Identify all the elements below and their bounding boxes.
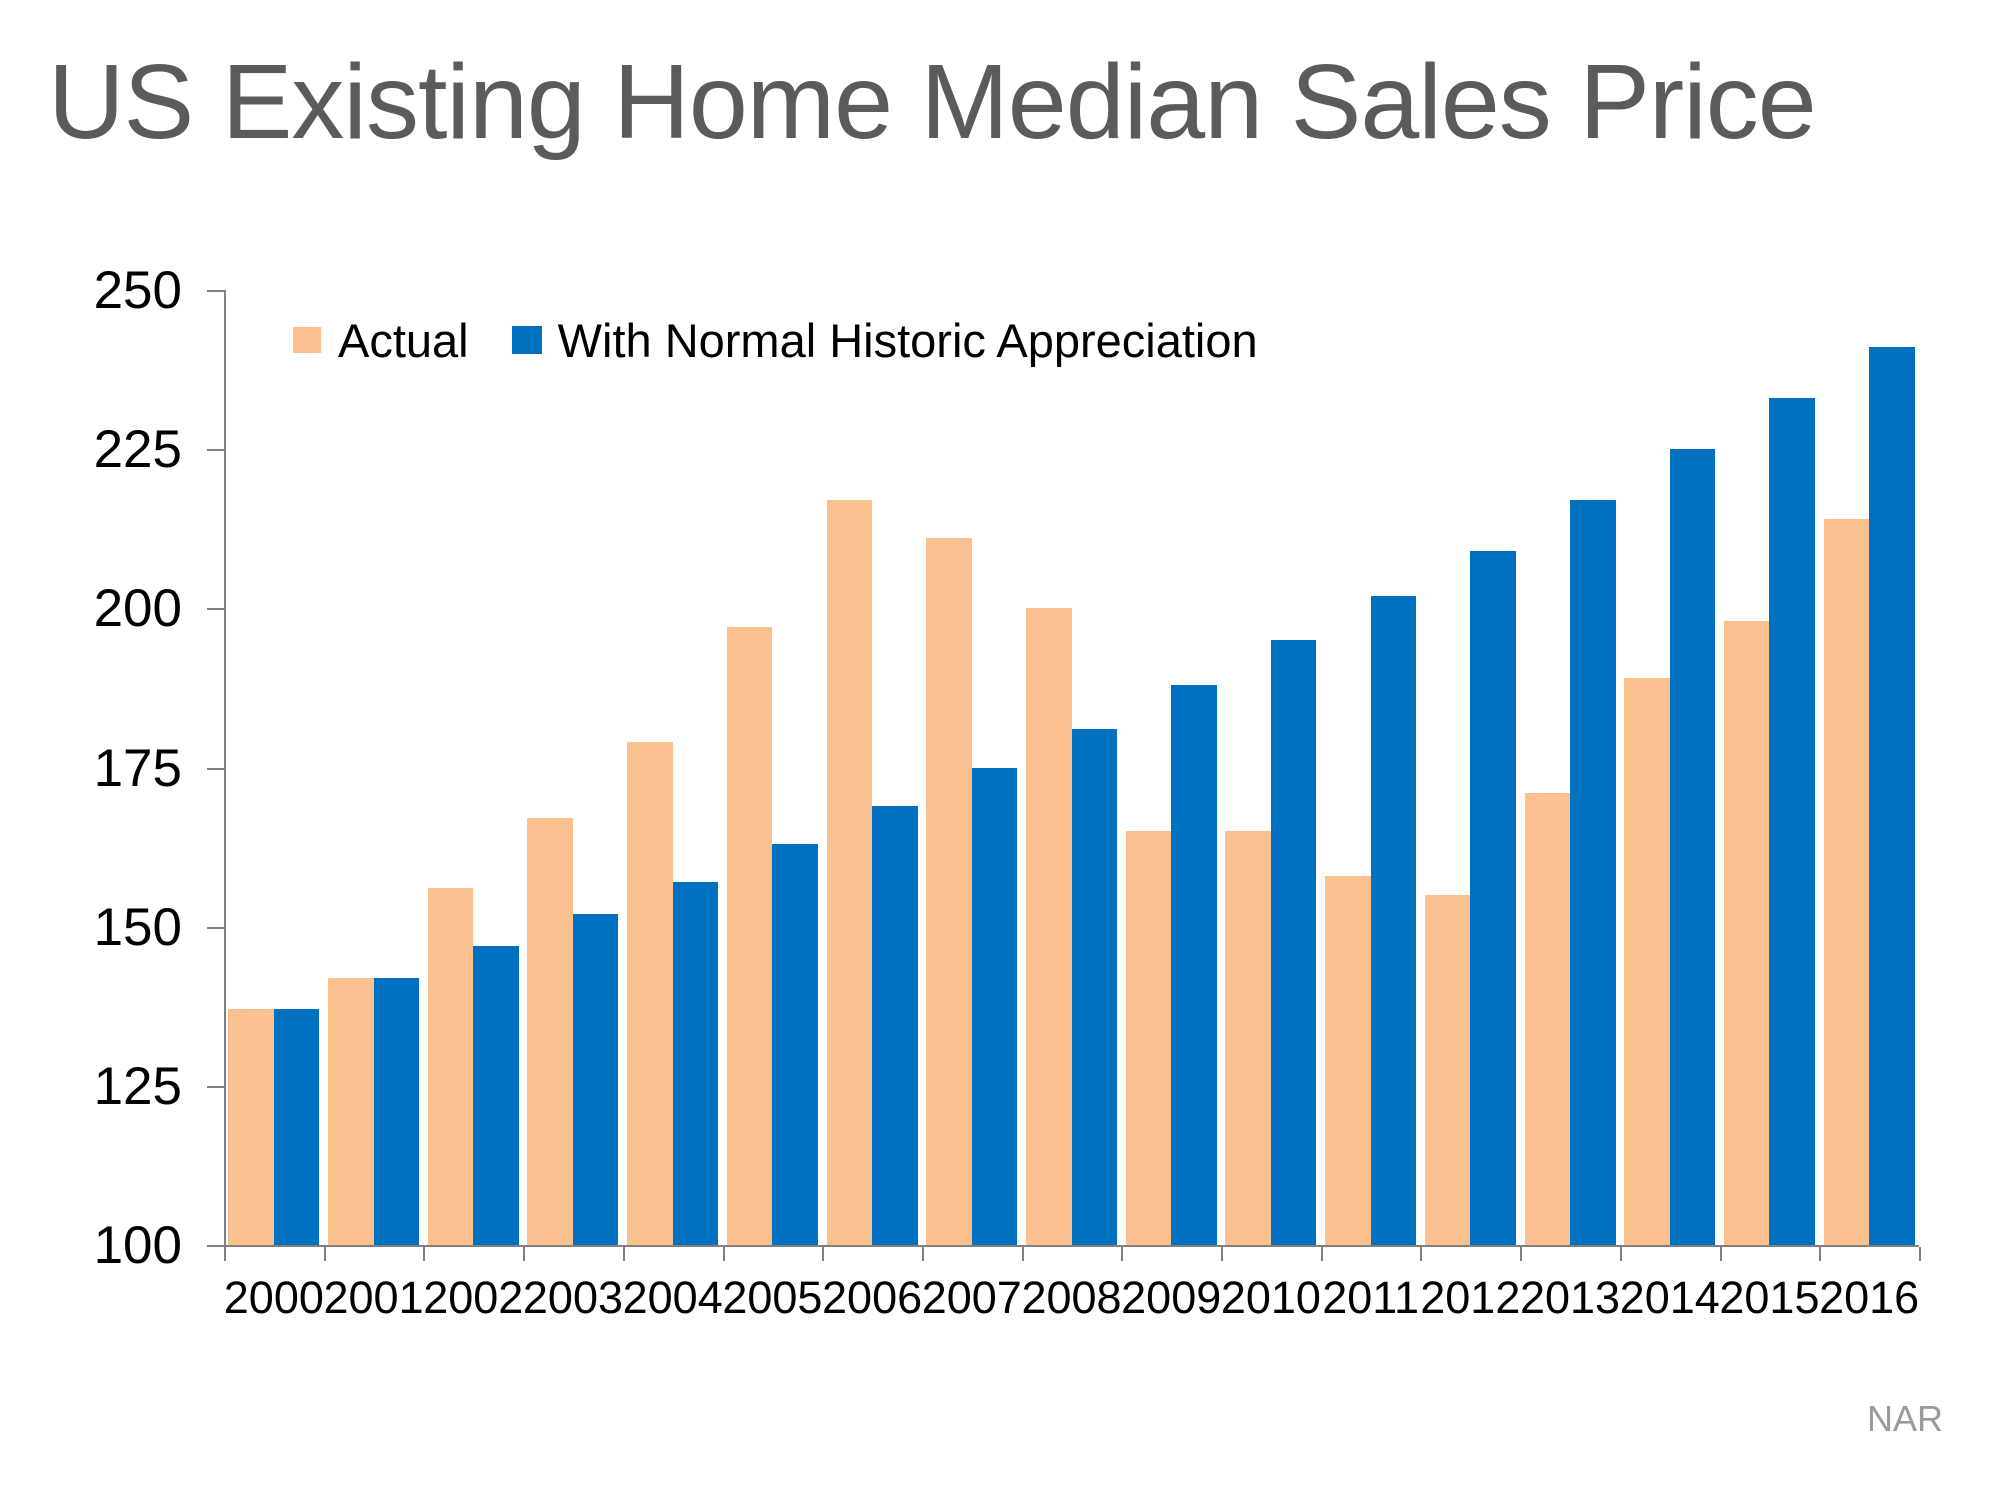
bar-appreciation-2013 — [1570, 500, 1616, 1245]
bar-appreciation-2009 — [1171, 684, 1217, 1245]
bar-actual-2012 — [1424, 894, 1471, 1245]
bar-actual-2005 — [726, 627, 773, 1245]
y-tick — [207, 449, 224, 452]
x-tick-label: 2015 — [1719, 1272, 1820, 1323]
x-axis-line — [224, 1245, 1919, 1247]
bar-actual-2006 — [826, 500, 873, 1245]
bar-actual-2010 — [1225, 831, 1271, 1245]
bar-appreciation-2005 — [772, 843, 818, 1245]
x-tick-label: 2005 — [722, 1272, 823, 1323]
bar-actual-2008 — [1026, 608, 1072, 1245]
bar-actual-2002 — [427, 888, 474, 1245]
x-tick — [1121, 1247, 1124, 1261]
y-axis-line — [224, 290, 226, 1247]
y-tick-label: 100 — [93, 1216, 182, 1275]
bar-actual-2009 — [1125, 831, 1172, 1245]
bar-appreciation-2001 — [373, 977, 420, 1245]
x-tick — [423, 1247, 426, 1261]
bar-appreciation-2004 — [672, 882, 719, 1245]
x-tick-label: 2003 — [522, 1272, 624, 1323]
bar-actual-2003 — [527, 818, 573, 1245]
bar-appreciation-2002 — [473, 945, 519, 1245]
x-tick-label: 2011 — [1322, 1272, 1419, 1323]
y-tick — [207, 290, 224, 292]
bar-actual-2014 — [1624, 678, 1670, 1245]
legend-swatch-appreciation — [511, 326, 542, 354]
x-tick-label: 2010 — [1220, 1272, 1321, 1323]
y-tick-label: 150 — [93, 897, 182, 957]
x-tick — [1520, 1247, 1523, 1261]
bar-appreciation-2007 — [971, 767, 1018, 1245]
x-tick — [1221, 1247, 1224, 1261]
bar-actual-2011 — [1325, 875, 1371, 1245]
y-tick-label: 200 — [93, 579, 182, 639]
x-tick — [1719, 1247, 1722, 1261]
bar-appreciation-2000 — [273, 1009, 320, 1245]
bar-appreciation-2016 — [1869, 347, 1915, 1245]
x-tick — [622, 1247, 625, 1261]
x-tick — [921, 1247, 924, 1261]
bar-appreciation-2014 — [1669, 449, 1716, 1245]
bar-actual-2004 — [627, 742, 673, 1245]
y-tick-label: 175 — [93, 738, 182, 798]
bar-actual-2007 — [926, 538, 972, 1245]
y-tick — [207, 608, 224, 611]
bar-actual-2015 — [1723, 621, 1770, 1245]
x-tick — [722, 1247, 725, 1261]
chart-title: US Existing Home Median Sales Price — [48, 43, 1817, 161]
x-tick-label: 2016 — [1819, 1272, 1920, 1323]
y-tick — [207, 1245, 224, 1247]
x-tick — [1819, 1247, 1822, 1261]
bar-appreciation-2003 — [572, 913, 619, 1245]
x-tick — [1919, 1247, 1921, 1261]
x-tick-label: 2012 — [1420, 1272, 1521, 1323]
x-tick — [1420, 1247, 1423, 1261]
bar-appreciation-2015 — [1769, 398, 1815, 1245]
x-tick-label: 2002 — [423, 1272, 524, 1323]
x-tick-label: 2004 — [622, 1272, 723, 1323]
bar-appreciation-2010 — [1270, 640, 1317, 1245]
legend-label-appreciation: With Normal Historic Appreciation — [557, 313, 1258, 367]
x-tick-label: 2006 — [822, 1272, 923, 1323]
source-label: NAR — [1866, 1398, 1943, 1439]
bar-appreciation-2011 — [1370, 595, 1417, 1245]
legend-swatch-actual — [293, 327, 321, 353]
bar-actual-2013 — [1524, 792, 1571, 1245]
x-tick — [822, 1247, 825, 1261]
x-tick-label: 2001 — [323, 1272, 424, 1323]
x-tick-label: 2000 — [223, 1272, 324, 1323]
x-tick — [1619, 1247, 1622, 1261]
y-tick — [207, 1085, 224, 1088]
bar-appreciation-2008 — [1071, 729, 1117, 1245]
y-tick — [207, 767, 224, 770]
x-tick-label: 2007 — [921, 1272, 1022, 1323]
bar-actual-2016 — [1823, 519, 1870, 1245]
y-tick — [207, 926, 224, 929]
x-tick — [1320, 1247, 1323, 1261]
legend-label-actual: Actual — [338, 313, 469, 367]
x-tick-label: 2009 — [1121, 1272, 1222, 1323]
x-tick — [224, 1247, 226, 1261]
y-tick-label: 250 — [93, 261, 182, 320]
x-tick — [323, 1247, 326, 1261]
x-tick — [523, 1247, 526, 1261]
x-tick-label: 2008 — [1021, 1272, 1122, 1323]
legend: Actual With Normal Historic Appreciation — [293, 312, 1258, 368]
bar-actual-2000 — [228, 1009, 274, 1245]
x-tick — [1021, 1247, 1024, 1261]
bar-appreciation-2006 — [872, 805, 918, 1245]
bar-actual-2001 — [328, 977, 374, 1245]
y-tick-label: 225 — [93, 420, 182, 480]
x-tick-label: 2013 — [1519, 1272, 1621, 1323]
y-tick-label: 125 — [93, 1056, 182, 1116]
x-tick-label: 2014 — [1619, 1272, 1720, 1323]
bar-appreciation-2012 — [1470, 551, 1516, 1245]
